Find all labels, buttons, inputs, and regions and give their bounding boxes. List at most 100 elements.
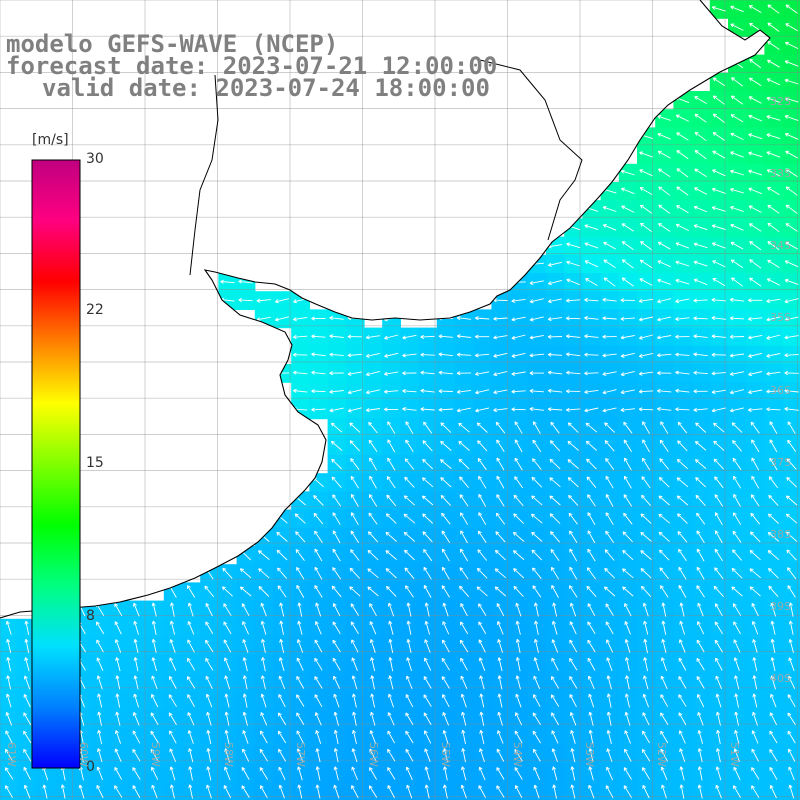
wind-vector [677,513,688,524]
wind-vector [639,352,653,358]
field-cell [782,236,800,256]
wind-vector [767,41,780,50]
wind-vector [293,316,308,322]
wind-vector [114,730,122,744]
wind-vector [658,513,670,524]
wind-vector [732,457,742,471]
wind-vector [351,785,359,799]
wind-vector [605,475,614,489]
wind-vector [752,657,758,672]
wind-vector [713,422,725,433]
wind-vector [296,694,305,707]
wind-vector [785,513,798,524]
wind-vector [766,334,781,340]
wind-vector [713,585,724,598]
wind-vector [242,693,248,708]
wind-vector [206,730,212,744]
wind-vector [751,621,759,635]
wind-vector [188,766,193,781]
wind-vector [533,694,541,708]
wind-vector [730,169,744,176]
wind-vector [96,748,103,763]
wind-vector [751,457,760,471]
wind-vector [532,458,542,470]
wind-vector [347,353,362,358]
wind-vector [456,352,472,357]
wind-vector [731,422,743,433]
wind-vector [606,639,614,653]
wind-vector [511,389,526,394]
wind-vector [406,784,413,799]
wind-vector [402,388,417,394]
wind-vector [620,370,635,377]
lat-label: 38S [770,528,791,541]
wind-vector [678,730,686,744]
wind-vector [657,132,671,140]
wind-vector [695,494,706,507]
wind-vector [638,334,654,340]
wind-vector [150,712,159,726]
wind-vector [657,241,671,250]
wind-vector [477,549,488,561]
wind-vector [788,620,794,635]
wind-vector [532,421,541,435]
wind-vector [276,513,288,524]
wind-vector [678,639,686,653]
wind-vector [515,675,521,690]
wind-vector [224,766,231,781]
wind-vector [221,586,233,597]
wind-vector [659,458,670,470]
wind-vector [314,530,323,543]
wind-vector [766,133,781,140]
wind-vector [405,675,413,690]
wind-vector [660,585,669,598]
wind-vector [675,316,690,322]
wind-vector [784,406,799,412]
wind-vectors [4,4,799,799]
wind-vector [547,388,563,393]
wind-vector [456,407,472,413]
wind-vector [479,730,485,745]
wind-vector [711,407,726,413]
wind-vector [438,334,453,339]
wind-vector [787,567,797,580]
wind-vector [385,531,397,542]
wind-vector [278,694,286,708]
wind-vector [352,711,357,726]
wind-vector [497,639,504,653]
colorbar-tick: 15 [86,455,104,471]
wind-vector [605,512,614,525]
wind-vector [712,278,726,287]
wind-vector [151,766,159,780]
wind-vector [333,693,340,708]
wind-vector [584,224,599,231]
wind-vector [242,657,248,672]
wind-vector [749,77,762,87]
wind-vector [587,603,596,617]
wind-vector [494,586,507,597]
wind-vector [748,169,763,176]
wind-vector [333,766,339,781]
wind-vector [494,568,507,579]
wind-vector [5,712,13,726]
wind-vector [78,784,85,799]
wind-vector [693,352,708,357]
wind-vector [714,512,723,526]
wind-vector [733,512,742,525]
wind-vector [675,260,690,267]
wind-vector [620,169,635,176]
wind-vector [733,621,741,635]
wind-vector [730,187,744,194]
wind-vector [552,766,558,781]
wind-vector [569,676,578,689]
wind-vector [329,389,344,394]
wind-vector [150,748,159,762]
field-cell [782,18,800,37]
wind-vector [5,785,13,799]
wind-vector [697,784,703,799]
wind-vector [497,657,503,672]
wind-vector [624,639,631,653]
wind-vector [511,334,526,340]
wind-vector [529,280,544,285]
